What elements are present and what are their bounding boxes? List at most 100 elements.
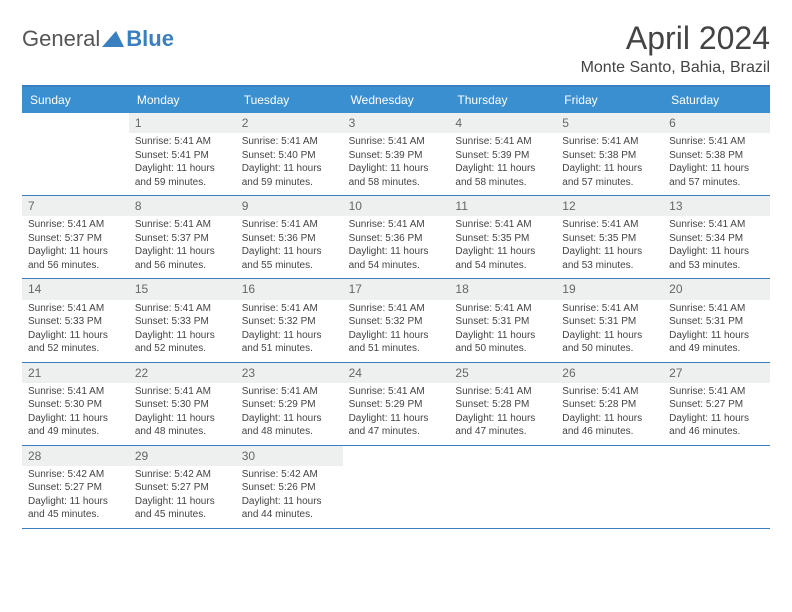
day-detail: Sunset: 5:37 PM xyxy=(135,232,230,246)
day-number: 1 xyxy=(129,113,236,133)
day-detail: Sunset: 5:39 PM xyxy=(349,149,444,163)
day-cell: 13Sunrise: 5:41 AMSunset: 5:34 PMDayligh… xyxy=(663,196,770,278)
day-detail: and 57 minutes. xyxy=(669,176,764,190)
day-detail: Sunset: 5:37 PM xyxy=(28,232,123,246)
day-number: 7 xyxy=(22,196,129,216)
day-cell: 6Sunrise: 5:41 AMSunset: 5:38 PMDaylight… xyxy=(663,113,770,195)
day-number: 4 xyxy=(449,113,556,133)
day-number: 18 xyxy=(449,279,556,299)
day-cell xyxy=(22,113,129,195)
day-number: 24 xyxy=(343,363,450,383)
location-subtitle: Monte Santo, Bahia, Brazil xyxy=(581,59,770,77)
day-detail: Daylight: 11 hours xyxy=(455,162,550,176)
day-number: 22 xyxy=(129,363,236,383)
day-detail: Daylight: 11 hours xyxy=(349,245,444,259)
day-number: 17 xyxy=(343,279,450,299)
weekday-fri: Friday xyxy=(556,87,663,113)
day-detail: Sunrise: 5:41 AM xyxy=(242,302,337,316)
day-detail: Sunrise: 5:41 AM xyxy=(349,218,444,232)
day-number: 28 xyxy=(22,446,129,466)
logo: General Blue xyxy=(22,26,174,52)
day-detail: Sunrise: 5:41 AM xyxy=(562,302,657,316)
day-cell xyxy=(663,446,770,528)
logo-triangle-icon xyxy=(102,31,124,47)
day-detail: Sunrise: 5:41 AM xyxy=(669,218,764,232)
day-detail: and 48 minutes. xyxy=(242,425,337,439)
day-detail: Daylight: 11 hours xyxy=(242,412,337,426)
day-detail: Sunset: 5:33 PM xyxy=(135,315,230,329)
day-detail: Sunset: 5:28 PM xyxy=(455,398,550,412)
day-detail: Daylight: 11 hours xyxy=(28,412,123,426)
logo-text-1: General xyxy=(22,26,100,52)
day-detail: Daylight: 11 hours xyxy=(135,245,230,259)
title-block: April 2024 Monte Santo, Bahia, Brazil xyxy=(581,20,770,77)
day-number: 13 xyxy=(663,196,770,216)
header: General Blue April 2024 Monte Santo, Bah… xyxy=(22,20,770,77)
day-detail: Sunset: 5:36 PM xyxy=(242,232,337,246)
day-detail: Sunset: 5:30 PM xyxy=(28,398,123,412)
day-number: 20 xyxy=(663,279,770,299)
day-number: 5 xyxy=(556,113,663,133)
day-detail: Daylight: 11 hours xyxy=(669,245,764,259)
day-detail: Sunrise: 5:41 AM xyxy=(135,135,230,149)
day-detail: Sunrise: 5:41 AM xyxy=(562,385,657,399)
day-detail: Daylight: 11 hours xyxy=(349,412,444,426)
day-detail: Daylight: 11 hours xyxy=(455,245,550,259)
week-row: 21Sunrise: 5:41 AMSunset: 5:30 PMDayligh… xyxy=(22,363,770,446)
day-number: 23 xyxy=(236,363,343,383)
day-number: 9 xyxy=(236,196,343,216)
day-cell: 12Sunrise: 5:41 AMSunset: 5:35 PMDayligh… xyxy=(556,196,663,278)
weekday-mon: Monday xyxy=(129,87,236,113)
day-number: 14 xyxy=(22,279,129,299)
day-number: 26 xyxy=(556,363,663,383)
day-detail: and 55 minutes. xyxy=(242,259,337,273)
day-detail: Sunrise: 5:41 AM xyxy=(28,385,123,399)
day-detail: Daylight: 11 hours xyxy=(669,162,764,176)
day-detail: Daylight: 11 hours xyxy=(562,162,657,176)
day-detail: Daylight: 11 hours xyxy=(455,329,550,343)
day-cell xyxy=(449,446,556,528)
day-cell: 20Sunrise: 5:41 AMSunset: 5:31 PMDayligh… xyxy=(663,279,770,361)
day-number: 16 xyxy=(236,279,343,299)
day-detail: and 44 minutes. xyxy=(242,508,337,522)
day-detail: and 53 minutes. xyxy=(669,259,764,273)
day-number: 15 xyxy=(129,279,236,299)
day-detail: Sunset: 5:35 PM xyxy=(455,232,550,246)
day-detail: Daylight: 11 hours xyxy=(349,162,444,176)
day-detail: and 45 minutes. xyxy=(28,508,123,522)
day-detail: Daylight: 11 hours xyxy=(242,329,337,343)
day-cell: 14Sunrise: 5:41 AMSunset: 5:33 PMDayligh… xyxy=(22,279,129,361)
day-detail: and 51 minutes. xyxy=(242,342,337,356)
day-detail: Sunset: 5:29 PM xyxy=(349,398,444,412)
day-detail: Sunrise: 5:41 AM xyxy=(28,218,123,232)
day-detail: Daylight: 11 hours xyxy=(135,412,230,426)
day-detail: Sunset: 5:35 PM xyxy=(562,232,657,246)
day-detail: Sunset: 5:27 PM xyxy=(669,398,764,412)
day-detail: and 50 minutes. xyxy=(455,342,550,356)
day-cell xyxy=(343,446,450,528)
day-detail: Sunrise: 5:41 AM xyxy=(455,302,550,316)
day-detail: Sunset: 5:33 PM xyxy=(28,315,123,329)
week-row: 14Sunrise: 5:41 AMSunset: 5:33 PMDayligh… xyxy=(22,279,770,362)
day-cell: 29Sunrise: 5:42 AMSunset: 5:27 PMDayligh… xyxy=(129,446,236,528)
day-detail: and 47 minutes. xyxy=(455,425,550,439)
day-detail: Sunset: 5:38 PM xyxy=(562,149,657,163)
day-detail: Sunset: 5:27 PM xyxy=(28,481,123,495)
day-detail: and 51 minutes. xyxy=(349,342,444,356)
day-detail: and 49 minutes. xyxy=(669,342,764,356)
day-detail: and 45 minutes. xyxy=(135,508,230,522)
day-detail: Sunrise: 5:42 AM xyxy=(135,468,230,482)
day-cell: 16Sunrise: 5:41 AMSunset: 5:32 PMDayligh… xyxy=(236,279,343,361)
day-detail: Daylight: 11 hours xyxy=(135,162,230,176)
week-row: 7Sunrise: 5:41 AMSunset: 5:37 PMDaylight… xyxy=(22,196,770,279)
day-cell: 10Sunrise: 5:41 AMSunset: 5:36 PMDayligh… xyxy=(343,196,450,278)
day-detail: Daylight: 11 hours xyxy=(135,329,230,343)
day-number: 12 xyxy=(556,196,663,216)
day-detail: Daylight: 11 hours xyxy=(28,329,123,343)
day-cell: 8Sunrise: 5:41 AMSunset: 5:37 PMDaylight… xyxy=(129,196,236,278)
calendar: Sunday Monday Tuesday Wednesday Thursday… xyxy=(22,85,770,529)
day-detail: and 58 minutes. xyxy=(455,176,550,190)
weekday-sat: Saturday xyxy=(663,87,770,113)
day-cell: 18Sunrise: 5:41 AMSunset: 5:31 PMDayligh… xyxy=(449,279,556,361)
day-cell: 19Sunrise: 5:41 AMSunset: 5:31 PMDayligh… xyxy=(556,279,663,361)
